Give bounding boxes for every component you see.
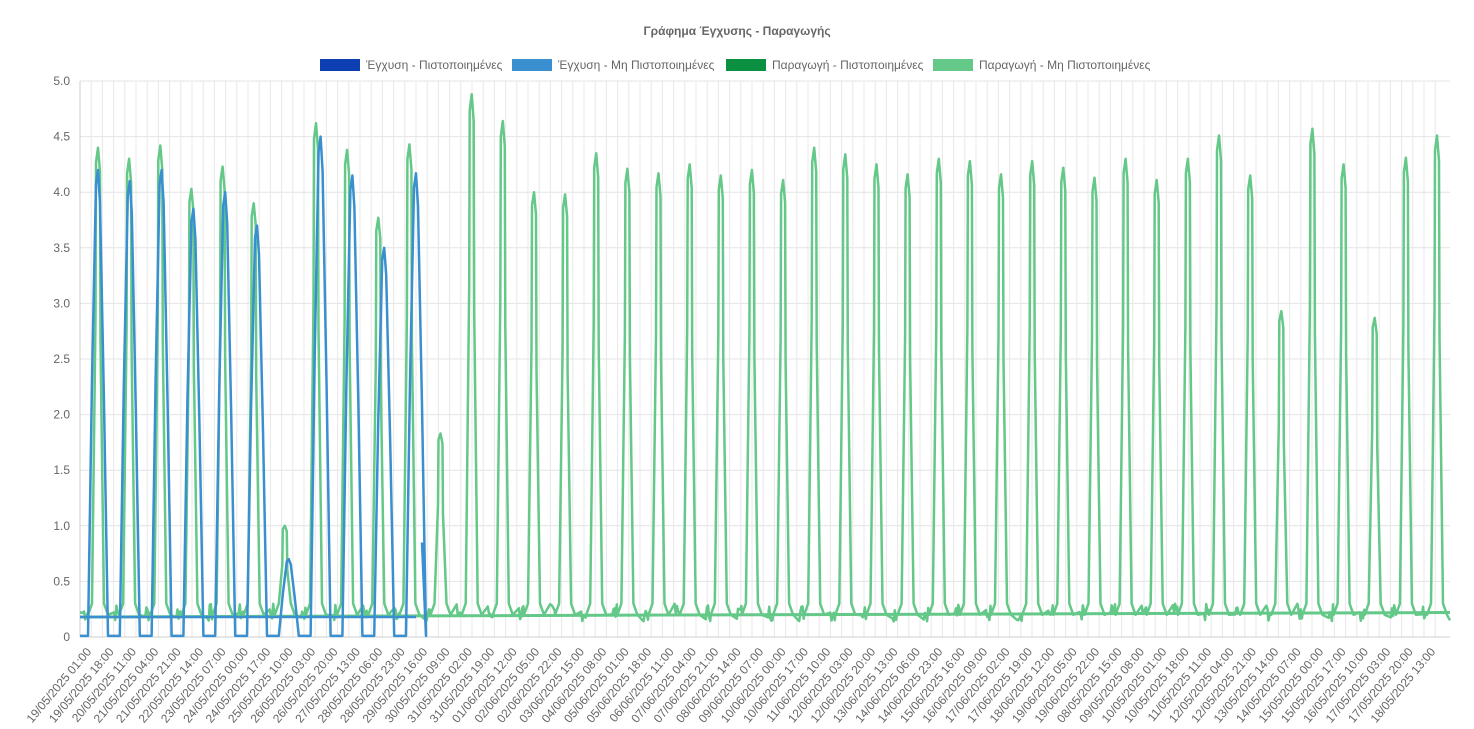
y-tick-label: 0.5 xyxy=(53,574,70,588)
legend-label: Έγχυση - Μη Πιστοποιημένες xyxy=(558,58,715,72)
y-tick-label: 4.0 xyxy=(53,185,70,199)
legend-label: Παραγωγή - Πιστοποιημένες xyxy=(772,58,924,72)
legend-label: Παραγωγή - Μη Πιστοποιημένες xyxy=(979,58,1151,72)
legend-label: Έγχυση - Πιστοποιημένες xyxy=(366,58,503,72)
y-tick-label: 2.0 xyxy=(53,408,70,422)
legend-swatch xyxy=(726,59,766,71)
y-tick-label: 1.5 xyxy=(53,463,70,477)
legend-item-production-uncertified[interactable]: Παραγωγή - Μη Πιστοποιημένες xyxy=(933,57,1150,73)
series-injection-uncertified-line xyxy=(80,135,428,638)
legend-swatch xyxy=(320,59,360,71)
legend-swatch xyxy=(933,59,973,71)
legend-item-production-certified[interactable]: Παραγωγή - Πιστοποιημένες xyxy=(726,57,923,73)
y-tick-label: 5.0 xyxy=(53,74,70,88)
y-tick-label: 3.0 xyxy=(53,296,70,310)
y-tick-label: 0 xyxy=(63,630,70,644)
chart-title: Γράφημα Έγχυσης - Παραγωγής xyxy=(643,24,831,38)
y-tick-label: 3.5 xyxy=(53,241,70,255)
y-tick-label: 2.5 xyxy=(53,352,70,366)
chart-legend: Έγχυση - Πιστοποιημένες Έγχυση - Μη Πιστ… xyxy=(0,57,1474,75)
legend-swatch xyxy=(512,59,552,71)
y-tick-label: 4.5 xyxy=(53,130,70,144)
legend-item-injection-uncertified[interactable]: Έγχυση - Μη Πιστοποιημένες xyxy=(512,57,714,73)
y-tick-label: 1.0 xyxy=(53,519,70,533)
legend-item-injection-certified[interactable]: Έγχυση - Πιστοποιημένες xyxy=(320,57,502,73)
